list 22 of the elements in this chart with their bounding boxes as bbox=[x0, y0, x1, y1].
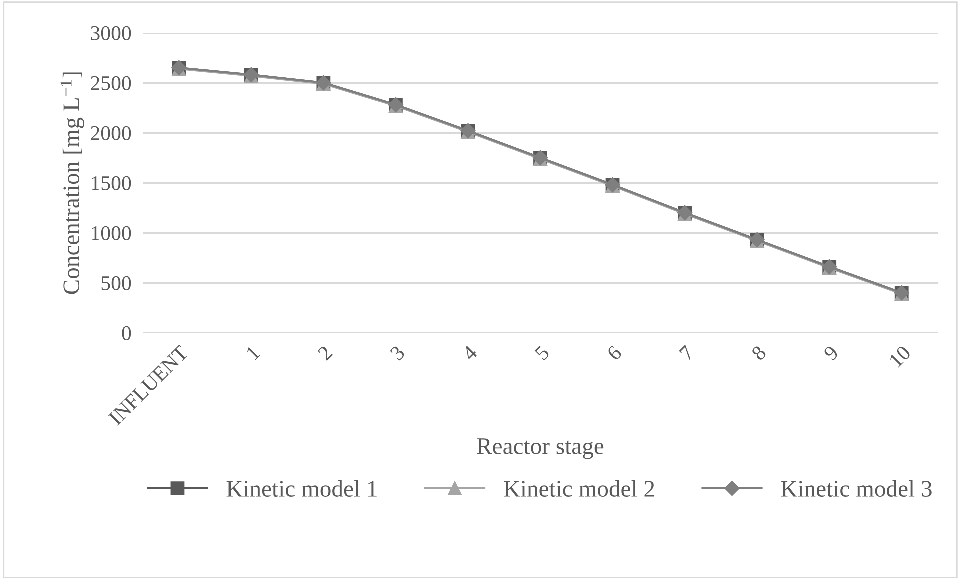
x-tick-label: 4 bbox=[462, 344, 478, 362]
y-tick-label: 500 bbox=[102, 276, 132, 290]
y-tick-label: 1500 bbox=[92, 176, 132, 190]
x-tick-label: 6 bbox=[606, 345, 623, 362]
legend-label: Kinetic model 1 bbox=[226, 480, 377, 498]
x-tick-label: 9 bbox=[823, 345, 840, 362]
y-tick-label: 1000 bbox=[92, 226, 132, 240]
y-axis-title: Concentration [mg L$^{−1}$] bbox=[60, 72, 84, 294]
x-tick-label: 5 bbox=[534, 345, 550, 361]
y-tick-label: 2500 bbox=[91, 76, 132, 90]
x-tick-label: 2 bbox=[317, 345, 334, 362]
x-tick-label: 10 bbox=[888, 345, 912, 368]
y-tick-label: 2000 bbox=[91, 126, 132, 140]
x-axis-title: Reactor stage bbox=[477, 438, 604, 460]
y-tick-label: 3000 bbox=[91, 26, 132, 40]
x-tick-label: 1 bbox=[246, 345, 261, 360]
legend-label: Kinetic model 2 bbox=[504, 480, 654, 498]
x-tick-label: 8 bbox=[750, 345, 768, 362]
x-tick-label: 7 bbox=[679, 345, 695, 361]
legend-label: Kinetic model 3 bbox=[781, 480, 932, 498]
x-tick-label: 3 bbox=[390, 345, 406, 362]
y-tick-label: 0 bbox=[122, 326, 132, 340]
